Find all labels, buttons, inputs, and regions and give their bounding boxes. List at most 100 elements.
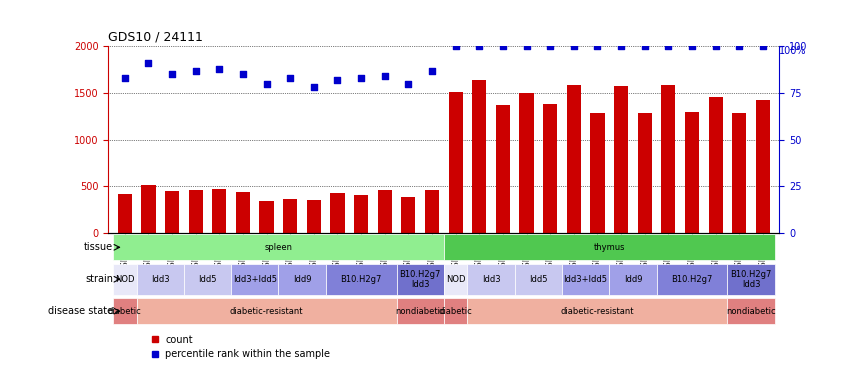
Point: [425, 68, 439, 74]
Point: [567, 43, 581, 50]
Point: [733, 43, 746, 50]
Bar: [543, 104, 557, 233]
Legend: count, percentile rank within the sample: count, percentile rank within the sample: [146, 330, 334, 363]
Bar: [141, 185, 156, 233]
Text: NOD: NOD: [115, 275, 134, 284]
FancyBboxPatch shape: [444, 298, 468, 324]
Text: tissue: tissue: [84, 242, 113, 252]
Text: Idd5: Idd5: [198, 275, 216, 284]
Point: [378, 73, 391, 79]
Bar: [566, 85, 581, 233]
Bar: [708, 97, 723, 233]
FancyBboxPatch shape: [326, 264, 397, 295]
Point: [591, 43, 604, 50]
Text: Idd3: Idd3: [151, 275, 170, 284]
Bar: [449, 92, 462, 233]
Bar: [283, 199, 297, 233]
Point: [331, 77, 345, 83]
Point: [637, 43, 651, 50]
FancyBboxPatch shape: [278, 264, 326, 295]
Text: B10.H2g7
ldd3: B10.H2g7 ldd3: [399, 269, 441, 289]
Point: [283, 75, 297, 81]
Point: [354, 75, 368, 81]
FancyBboxPatch shape: [562, 264, 610, 295]
Point: [449, 43, 462, 50]
FancyBboxPatch shape: [727, 298, 775, 324]
Bar: [331, 193, 345, 233]
Point: [708, 43, 722, 50]
Point: [189, 68, 203, 74]
Text: Idd5: Idd5: [529, 275, 547, 284]
Text: Idd3: Idd3: [481, 275, 501, 284]
FancyBboxPatch shape: [113, 234, 444, 260]
Point: [614, 43, 628, 50]
FancyBboxPatch shape: [137, 264, 184, 295]
Point: [402, 80, 416, 87]
FancyBboxPatch shape: [656, 264, 727, 295]
Text: Idd3+Idd5: Idd3+Idd5: [233, 275, 277, 284]
FancyBboxPatch shape: [610, 264, 656, 295]
Bar: [378, 190, 391, 233]
FancyBboxPatch shape: [184, 264, 231, 295]
FancyBboxPatch shape: [397, 298, 444, 324]
Text: GDS10 / 24111: GDS10 / 24111: [108, 31, 204, 44]
FancyBboxPatch shape: [113, 298, 137, 324]
Text: diabetic-resistant: diabetic-resistant: [229, 307, 303, 316]
Point: [118, 75, 132, 81]
Text: diabetic: diabetic: [439, 307, 473, 316]
Bar: [165, 191, 179, 233]
Point: [165, 71, 179, 77]
Text: NOD: NOD: [446, 275, 465, 284]
Text: nondiabetic: nondiabetic: [727, 307, 776, 316]
Bar: [212, 189, 226, 233]
Bar: [236, 192, 250, 233]
FancyBboxPatch shape: [468, 264, 514, 295]
Bar: [307, 200, 321, 233]
Bar: [189, 190, 203, 233]
Text: B10.H2g7: B10.H2g7: [340, 275, 382, 284]
Point: [662, 43, 675, 50]
Bar: [520, 93, 533, 233]
Text: B10.H2g7: B10.H2g7: [671, 275, 713, 284]
Text: Idd3+Idd5: Idd3+Idd5: [564, 275, 608, 284]
Bar: [354, 195, 368, 233]
Bar: [685, 111, 699, 233]
Text: spleen: spleen: [264, 243, 293, 252]
FancyBboxPatch shape: [514, 264, 562, 295]
Bar: [425, 190, 439, 233]
Bar: [260, 201, 274, 233]
Text: disease state: disease state: [48, 306, 113, 316]
Text: Idd9: Idd9: [624, 275, 642, 284]
Text: Idd9: Idd9: [293, 275, 311, 284]
Text: diabetic-resistant: diabetic-resistant: [560, 307, 634, 316]
Bar: [637, 113, 652, 233]
Bar: [496, 105, 510, 233]
FancyBboxPatch shape: [397, 264, 444, 295]
Point: [756, 43, 770, 50]
Point: [141, 60, 155, 66]
Text: thymus: thymus: [593, 243, 625, 252]
Text: strain: strain: [85, 274, 113, 284]
Bar: [732, 113, 746, 233]
Point: [236, 71, 250, 77]
FancyBboxPatch shape: [444, 264, 468, 295]
Point: [472, 43, 486, 50]
FancyBboxPatch shape: [727, 264, 775, 295]
Point: [543, 43, 557, 50]
FancyBboxPatch shape: [113, 264, 137, 295]
Bar: [756, 99, 770, 233]
FancyBboxPatch shape: [231, 264, 278, 295]
FancyBboxPatch shape: [137, 298, 397, 324]
Bar: [472, 80, 487, 233]
Text: 100%: 100%: [779, 46, 807, 57]
Point: [496, 43, 510, 50]
Bar: [118, 194, 132, 233]
Bar: [662, 85, 675, 233]
FancyBboxPatch shape: [444, 234, 775, 260]
Bar: [591, 113, 604, 233]
Point: [520, 43, 533, 50]
Bar: [614, 86, 628, 233]
Point: [307, 84, 320, 91]
Bar: [401, 197, 416, 233]
FancyBboxPatch shape: [468, 298, 727, 324]
